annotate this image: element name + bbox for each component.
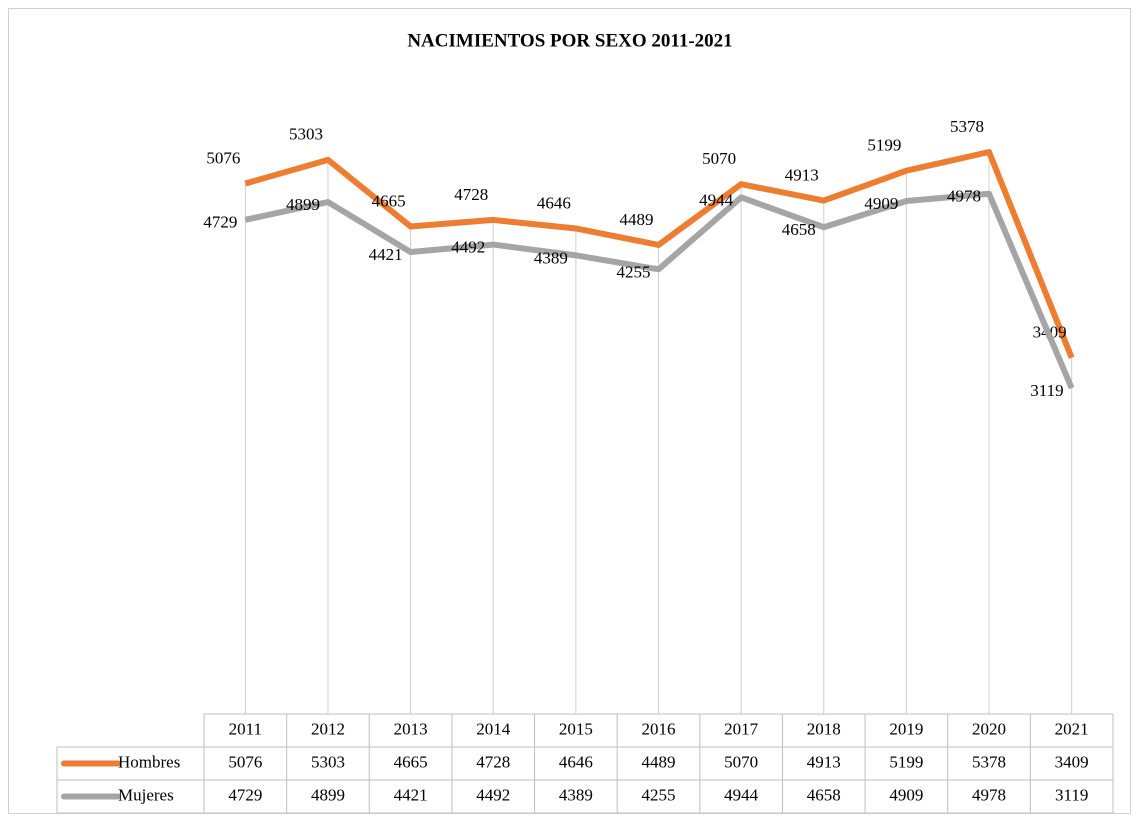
legend-label: Mujeres (118, 785, 174, 804)
series-line (244, 190, 1075, 390)
data-label: 4489 (620, 210, 654, 229)
data-label: 4899 (286, 195, 320, 214)
data-label: 4658 (782, 220, 816, 239)
table-value: 4658 (807, 785, 841, 804)
x-tick-label: 2012 (311, 719, 345, 738)
table-value: 3119 (1055, 785, 1088, 804)
table-value: 4255 (642, 785, 676, 804)
table-value: 4728 (476, 752, 510, 771)
x-tick-label: 2019 (889, 719, 923, 738)
table-value: 4492 (476, 785, 510, 804)
table-value: 4978 (972, 785, 1006, 804)
data-label: 4728 (454, 185, 488, 204)
table-value: 4899 (311, 785, 345, 804)
x-tick-label: 2020 (972, 719, 1006, 738)
data-label: 4389 (534, 248, 568, 267)
table-value: 3409 (1055, 752, 1089, 771)
table-value: 5076 (228, 752, 262, 771)
data-label: 4492 (451, 237, 485, 256)
x-tick-label: 2011 (229, 719, 262, 738)
x-tick-label: 2018 (807, 719, 841, 738)
data-label: 4729 (203, 213, 237, 232)
table-value: 4389 (559, 785, 593, 804)
chart-title: NACIMIENTOS POR SEXO 2011-2021 (407, 30, 732, 51)
table-value: 4944 (724, 785, 759, 804)
data-label: 4913 (785, 165, 819, 184)
x-tick-label: 2014 (476, 719, 511, 738)
data-label: 4255 (617, 262, 651, 281)
table-value: 4665 (394, 752, 428, 771)
data-label: 4665 (372, 191, 406, 210)
data-label: 5076 (206, 148, 240, 167)
x-tick-label: 2015 (559, 719, 593, 738)
x-tick-label: 2013 (394, 719, 428, 738)
chart-border (8, 8, 1131, 814)
data-label: 5303 (289, 125, 323, 144)
data-label: 4978 (947, 187, 981, 206)
x-tick-label: 2017 (724, 719, 759, 738)
table-value: 4729 (228, 785, 262, 804)
table-value: 4646 (559, 752, 593, 771)
legend-label: Hombres (118, 752, 180, 771)
table-value: 5199 (889, 752, 923, 771)
table-value: 5070 (724, 752, 758, 771)
data-label: 4646 (537, 193, 571, 212)
table-value: 5378 (972, 752, 1006, 771)
data-label: 3119 (1030, 381, 1063, 400)
table-value: 4913 (807, 752, 841, 771)
data-label: 4944 (699, 190, 734, 209)
x-tick-label: 2016 (642, 719, 676, 738)
table-value: 5303 (311, 752, 345, 771)
series-line (244, 148, 1075, 359)
data-label: 5378 (950, 117, 984, 136)
table-value: 4421 (394, 785, 428, 804)
data-label: 4421 (369, 245, 403, 264)
table-value: 4909 (889, 785, 923, 804)
data-label: 5199 (867, 136, 901, 155)
data-label: 4909 (864, 194, 898, 213)
data-label: 5070 (702, 149, 736, 168)
table-value: 4489 (642, 752, 676, 771)
x-tick-label: 2021 (1055, 719, 1089, 738)
